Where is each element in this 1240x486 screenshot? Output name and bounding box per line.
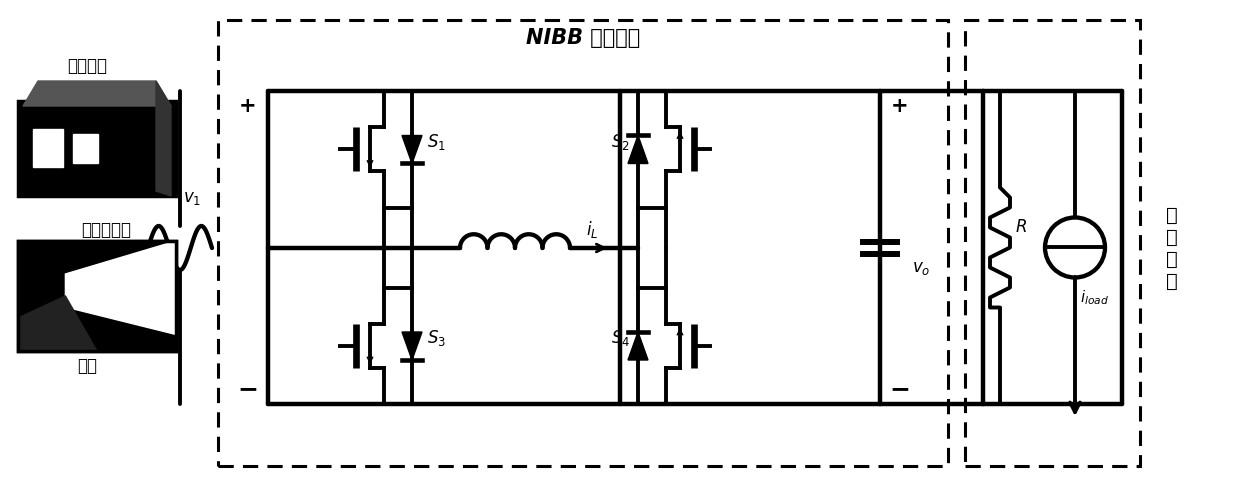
Bar <box>19 101 176 196</box>
Text: $R$: $R$ <box>1016 219 1027 237</box>
Polygon shape <box>156 81 171 196</box>
Text: NIBB 功率模块: NIBB 功率模块 <box>526 28 640 48</box>
Polygon shape <box>402 136 422 163</box>
Polygon shape <box>402 332 422 360</box>
Polygon shape <box>33 129 63 168</box>
Text: $S_2$: $S_2$ <box>611 132 630 152</box>
Text: 宽电压输入: 宽电压输入 <box>81 221 131 239</box>
Polygon shape <box>627 136 649 163</box>
Text: −: − <box>238 377 258 401</box>
Bar <box>19 241 176 351</box>
Text: 光伏: 光伏 <box>77 357 97 375</box>
Text: $i_L$: $i_L$ <box>585 220 598 241</box>
Text: $S_1$: $S_1$ <box>427 132 446 152</box>
Polygon shape <box>627 332 649 360</box>
Text: $i_{load}$: $i_{load}$ <box>1080 288 1109 307</box>
Polygon shape <box>66 241 176 334</box>
Bar <box>19 241 176 351</box>
Text: +: + <box>892 96 909 116</box>
Text: $S_3$: $S_3$ <box>427 328 446 348</box>
Bar <box>218 20 949 466</box>
Text: $v_o$: $v_o$ <box>911 259 930 277</box>
Text: $S_4$: $S_4$ <box>611 328 630 348</box>
Text: −: − <box>889 377 910 401</box>
Polygon shape <box>24 81 171 106</box>
Bar <box>965 20 1140 466</box>
Polygon shape <box>73 134 98 163</box>
Text: 输
数
装
置: 输 数 装 置 <box>1166 206 1178 291</box>
Polygon shape <box>19 296 97 351</box>
Text: 储能装置: 储能装置 <box>67 57 107 75</box>
Text: $v_1$: $v_1$ <box>182 189 201 207</box>
Text: +: + <box>239 96 257 116</box>
